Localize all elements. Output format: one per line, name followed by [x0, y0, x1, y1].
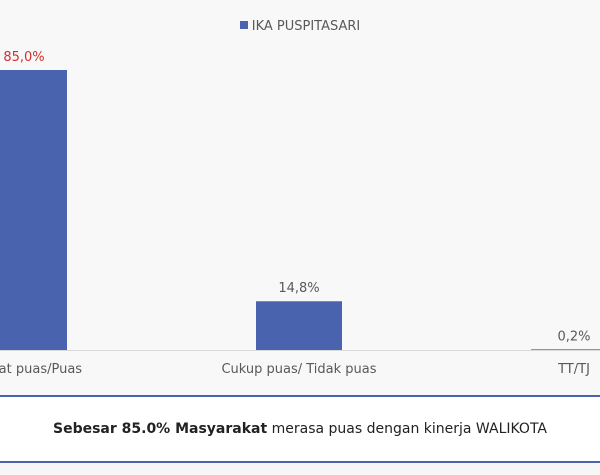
data-label-0: 85,0% [3, 50, 44, 65]
data-label-2: 0,2% [557, 329, 590, 344]
bar-2 [531, 349, 600, 350]
legend-label: IKA PUSPITASARI [251, 19, 361, 34]
bar-0 [0, 70, 67, 350]
category-label-0: Sangat puas/Puas [0, 362, 82, 377]
bar-chart: 85,0% Sangat puas/Puas 14,8% Cukup puas/ Ti… [0, 50, 600, 377]
legend-swatch [239, 21, 248, 29]
summary-bold: Sebesar 85.0% Masyarakat [52, 421, 268, 437]
summary-top-border [0, 395, 600, 397]
summary-box: Sebesar 85.0% Masyarakat merasa puas den… [0, 397, 600, 461]
category-label-2: TT/TJ [557, 362, 590, 377]
summary-text: Sebesar 85.0% Masyarakat merasa puas den… [53, 421, 547, 437]
summary-rest: merasa puas dengan kinerja WALIKOTA [267, 421, 547, 437]
footer [0, 463, 600, 475]
category-label-1: Cukup puas/ Tidak puas [221, 362, 376, 377]
legend: IKA PUSPITASARI [0, 19, 600, 34]
data-label-1: 14,8% [278, 281, 319, 296]
summary-bottom-border [0, 461, 600, 463]
chart-area: IKA PUSPITASARI 85,0% Sangat puas/Puas 14,… [0, 19, 600, 377]
bar-1 [256, 301, 342, 350]
